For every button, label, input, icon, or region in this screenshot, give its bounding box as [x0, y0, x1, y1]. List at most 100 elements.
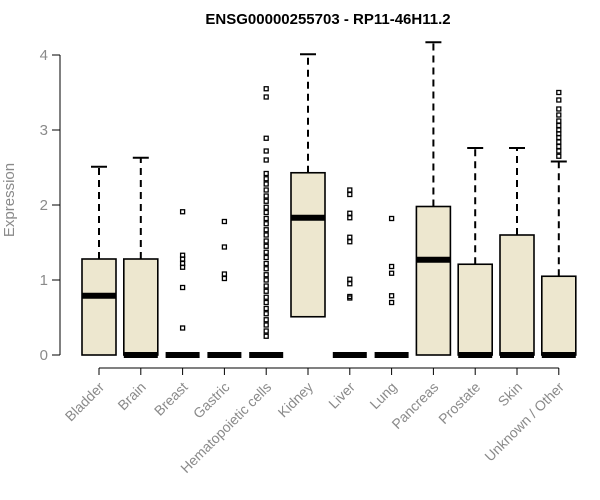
y-axis: 0 1 2 3 4	[40, 47, 61, 364]
x-tick-label: Lung	[366, 379, 399, 412]
x-tick-label: Prostate	[435, 379, 483, 427]
outlier-point	[263, 148, 269, 154]
outlier-point	[347, 187, 353, 193]
box-group	[374, 215, 409, 358]
box-group	[290, 53, 326, 318]
outlier-point	[263, 157, 269, 163]
y-tick-label: 3	[40, 122, 48, 139]
outlier-point	[263, 322, 269, 328]
outlier-point	[556, 139, 562, 145]
outlier-point	[263, 254, 269, 261]
outlier-point	[347, 191, 353, 198]
box-group	[457, 147, 494, 358]
box-rect	[81, 258, 117, 356]
outlier-point	[347, 239, 353, 245]
outlier-point	[221, 271, 228, 277]
outlier-point	[556, 153, 562, 159]
outlier-point	[263, 204, 269, 210]
chart-title: ENSG00000255703 - RP11-46H11.2	[205, 11, 450, 28]
y-tick-label: 0	[40, 347, 48, 364]
outlier-point	[347, 210, 353, 216]
outlier-point	[556, 143, 562, 150]
outlier-point	[179, 256, 186, 262]
outlier-point	[179, 209, 186, 215]
outlier-point	[556, 106, 562, 112]
box-group	[499, 147, 535, 358]
x-tick-label: Breast	[151, 379, 191, 419]
outlier-point	[263, 193, 269, 199]
outlier-point	[263, 232, 269, 238]
box-group	[249, 86, 284, 358]
outlier-point	[263, 272, 269, 278]
outlier-point	[263, 86, 269, 92]
outlier-point	[556, 97, 562, 103]
box-group	[165, 209, 200, 358]
box-group	[540, 89, 577, 358]
outlier-point	[179, 264, 186, 270]
outlier-point	[263, 94, 269, 100]
box-group	[415, 41, 452, 356]
x-tick-label: Unknown / Other	[481, 379, 567, 465]
outlier-point	[263, 317, 269, 323]
x-tick-label: Brain	[114, 379, 148, 413]
outlier-point	[263, 238, 269, 244]
outlier-point	[556, 112, 562, 118]
outlier-point	[263, 135, 269, 141]
x-tick-label: Liver	[325, 379, 358, 412]
outlier-point	[556, 148, 562, 154]
x-tick-label: Bladder	[62, 379, 108, 425]
x-tick-label: Kidney	[275, 379, 317, 421]
outlier-point	[347, 234, 353, 240]
outlier-point	[556, 122, 562, 129]
outlier-point	[263, 260, 269, 267]
y-tick-label: 4	[40, 47, 48, 64]
outlier-point	[263, 288, 269, 294]
outlier-point	[221, 244, 228, 250]
outlier-point	[388, 215, 395, 222]
box-rect	[415, 205, 452, 356]
outlier-point	[179, 325, 186, 331]
outlier-point	[221, 218, 228, 225]
outlier-point	[263, 243, 269, 249]
outlier-point	[347, 281, 353, 287]
outlier-point	[263, 299, 269, 306]
outlier-point	[263, 311, 269, 317]
outlier-point	[263, 221, 269, 227]
outlier-point	[263, 328, 269, 334]
outlier-point	[556, 134, 562, 141]
box-rect	[499, 234, 535, 356]
y-tick-label: 2	[40, 197, 48, 214]
outlier-point	[263, 215, 269, 222]
box-group	[332, 187, 367, 358]
x-tick-label: Skin	[495, 379, 526, 410]
outlier-point	[347, 276, 353, 282]
box-group	[81, 165, 117, 356]
box-rect	[540, 275, 577, 356]
outlier-point	[263, 198, 269, 204]
box-group	[207, 218, 242, 358]
outlier-point	[221, 275, 228, 282]
outlier-point	[347, 295, 353, 301]
outlier-point	[263, 283, 269, 289]
outlier-point	[263, 266, 269, 272]
outlier-point	[179, 284, 186, 291]
outlier-point	[263, 249, 269, 255]
outlier-point	[556, 118, 562, 124]
outlier-point	[556, 89, 562, 96]
outlier-point	[347, 215, 353, 221]
box-group	[123, 156, 159, 358]
box-rect	[290, 171, 326, 318]
boxes-group	[81, 41, 577, 358]
outlier-point	[263, 176, 269, 182]
outlier-point	[263, 187, 269, 193]
outlier-point	[263, 333, 269, 339]
outlier-point	[388, 299, 395, 306]
outlier-point	[263, 209, 269, 216]
outlier-point	[388, 293, 395, 299]
outlier-point	[263, 305, 269, 312]
y-tick-label: 1	[40, 272, 48, 289]
y-axis-label: Expression	[1, 163, 18, 237]
box-rect	[123, 258, 159, 356]
outlier-point	[263, 227, 269, 233]
